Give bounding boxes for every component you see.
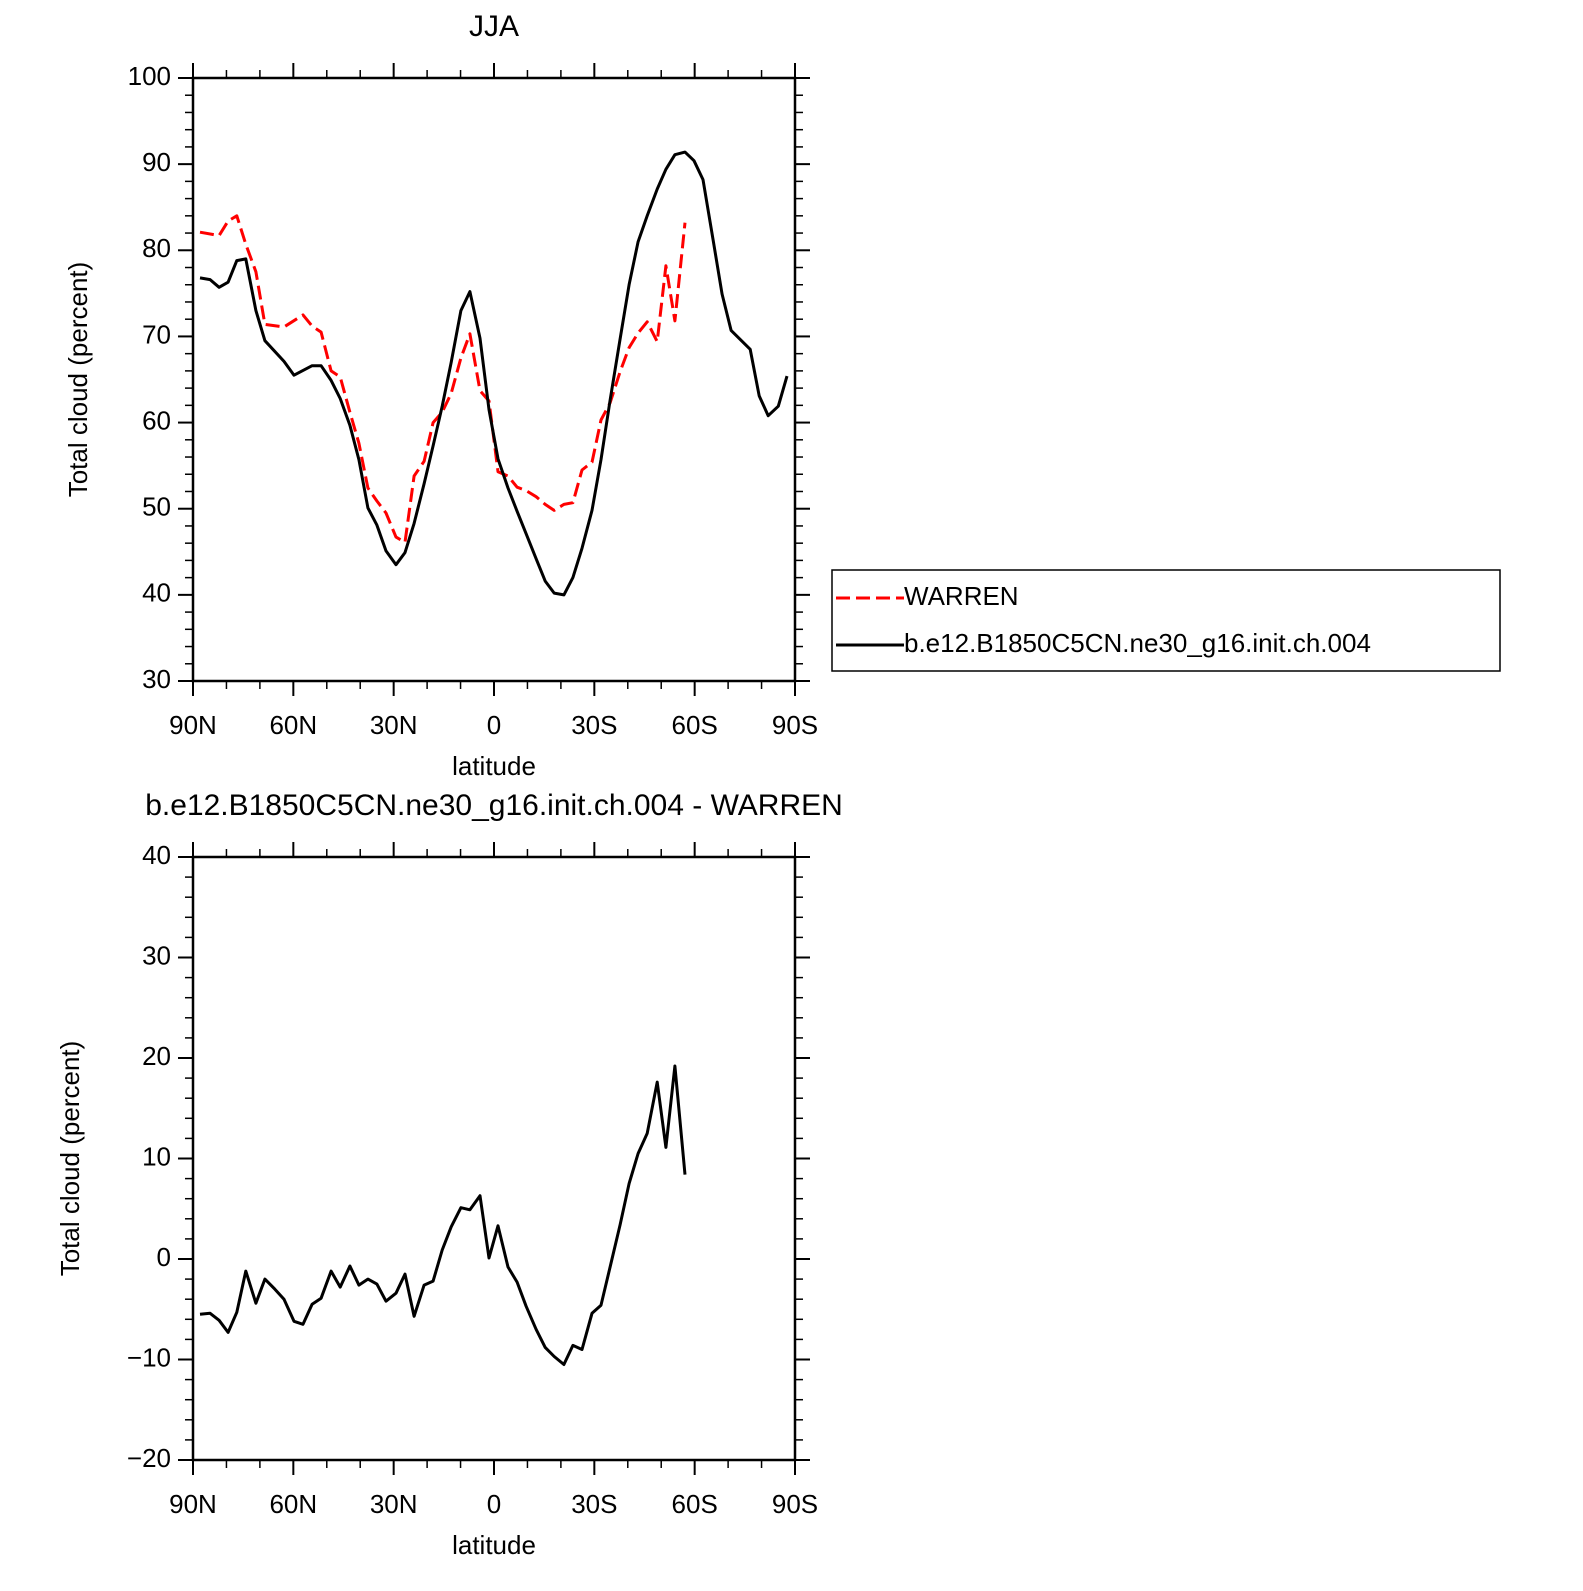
legend-label: b.e12.B1850C5CN.ne30_g16.init.ch.004 bbox=[904, 628, 1371, 658]
y-tick-label: 10 bbox=[142, 1141, 171, 1171]
y-tick-label: 80 bbox=[142, 233, 171, 263]
y-tick-label: 90 bbox=[142, 147, 171, 177]
x-tick-label: 0 bbox=[487, 710, 501, 740]
x-tick-label: 30N bbox=[370, 710, 418, 740]
y-tick-label: 40 bbox=[142, 840, 171, 870]
x-tick-label: 60S bbox=[672, 710, 718, 740]
y-tick-label: −10 bbox=[127, 1342, 171, 1372]
x-tick-label: 60N bbox=[269, 1489, 317, 1519]
y-tick-label: −20 bbox=[127, 1443, 171, 1473]
data-line bbox=[199, 214, 687, 544]
x-tick-label: 30S bbox=[571, 710, 617, 740]
x-tick-label: 60N bbox=[269, 710, 317, 740]
x-tick-label: 30S bbox=[571, 1489, 617, 1519]
y-tick-label: 30 bbox=[142, 664, 171, 694]
x-tick-label: 60S bbox=[672, 1489, 718, 1519]
y-axis-label: Total cloud (percent) bbox=[55, 1041, 85, 1277]
x-tick-label: 90N bbox=[169, 710, 217, 740]
y-tick-label: 60 bbox=[142, 405, 171, 435]
y-axis-label: Total cloud (percent) bbox=[63, 262, 93, 498]
data-line bbox=[199, 150, 789, 597]
plot-frame bbox=[191, 855, 797, 1462]
y-tick-label: 20 bbox=[142, 1041, 171, 1071]
x-axis-label: latitude bbox=[452, 751, 536, 781]
chart-title: b.e12.B1850C5CN.ne30_g16.init.ch.004 - W… bbox=[145, 789, 843, 822]
x-tick-label: 30N bbox=[370, 1489, 418, 1519]
plot-frame bbox=[191, 76, 797, 683]
y-tick-label: 50 bbox=[142, 492, 171, 522]
data-line bbox=[199, 1064, 687, 1366]
chart-title: JJA bbox=[469, 10, 519, 43]
x-tick-label: 90N bbox=[169, 1489, 217, 1519]
x-tick-label: 90S bbox=[772, 710, 818, 740]
legend-box bbox=[831, 569, 1501, 672]
y-tick-label: 70 bbox=[142, 319, 171, 349]
x-axis-label: latitude bbox=[452, 1530, 536, 1560]
x-tick-label: 0 bbox=[487, 1489, 501, 1519]
x-tick-label: 90S bbox=[772, 1489, 818, 1519]
y-tick-label: 30 bbox=[142, 940, 171, 970]
y-tick-label: 100 bbox=[128, 61, 171, 91]
legend-label: WARREN bbox=[904, 581, 1019, 611]
y-tick-label: 40 bbox=[142, 578, 171, 608]
y-tick-label: 0 bbox=[157, 1242, 171, 1272]
